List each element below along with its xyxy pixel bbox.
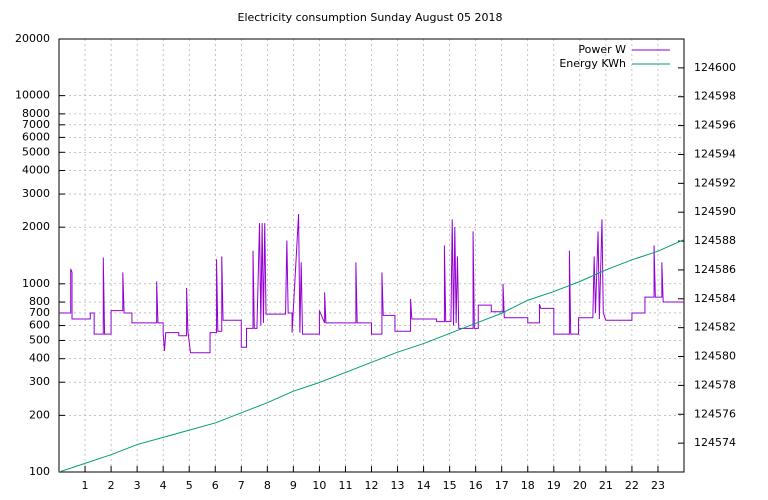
y-tick-label: 8000: [22, 107, 50, 120]
x-tick-label: 4: [160, 479, 167, 492]
x-tick-label: 2: [108, 479, 115, 492]
x-tick-label: 19: [547, 479, 561, 492]
x-tick-label: 5: [186, 479, 193, 492]
y2-tick-label: 124584: [694, 292, 736, 305]
x-tick-label: 15: [443, 479, 457, 492]
y-tick-label: 500: [29, 333, 50, 346]
y-tick-label: 7000: [22, 118, 50, 131]
y2-tick-label: 124596: [694, 119, 736, 132]
y2-tick-label: 124576: [694, 407, 736, 420]
x-tick-label: 13: [391, 479, 405, 492]
y2-tick-label: 124588: [694, 234, 736, 247]
x-tick-label: 12: [365, 479, 379, 492]
x-tick-label: 21: [599, 479, 613, 492]
plot-frame: [58, 38, 685, 473]
series-line: [59, 239, 684, 472]
y-tick-label: 20000: [15, 32, 50, 45]
y-tick-label: 2000: [22, 220, 50, 233]
x-tick-label: 6: [212, 479, 219, 492]
y-tick-label: 800: [29, 295, 50, 308]
x-tick-label: 9: [290, 479, 297, 492]
y2-tick-label: 124586: [694, 263, 736, 276]
legend-label: Energy KWh: [559, 57, 626, 70]
x-tick-label: 8: [264, 479, 271, 492]
x-tick-label: 14: [417, 479, 431, 492]
y-tick-label: 300: [29, 375, 50, 388]
y2-tick-label: 124574: [694, 436, 736, 449]
y2-tick-label: 124592: [694, 176, 736, 189]
x-tick-label: 7: [238, 479, 245, 492]
x-tick-label: 22: [625, 479, 639, 492]
y-tick-label: 100: [29, 465, 50, 478]
y-tick-label: 700: [29, 306, 50, 319]
y2-tick-label: 124582: [694, 321, 736, 334]
y-tick-label: 400: [29, 352, 50, 365]
series-line: [59, 213, 684, 354]
y-tick-label: 4000: [22, 164, 50, 177]
x-tick-label: 17: [495, 479, 509, 492]
legend-label: Power W: [578, 43, 626, 56]
y-tick-label: 200: [29, 408, 50, 421]
x-tick-label: 16: [469, 479, 483, 492]
x-tick-label: 20: [573, 479, 587, 492]
y2-tick-label: 124598: [694, 90, 736, 103]
y-tick-label: 600: [29, 319, 50, 332]
y-tick-label: 3000: [22, 187, 50, 200]
x-tick-label: 11: [338, 479, 352, 492]
x-tick-label: 18: [521, 479, 535, 492]
x-tick-label: 3: [134, 479, 141, 492]
y2-tick-label: 124594: [694, 147, 736, 160]
y2-tick-label: 124590: [694, 205, 736, 218]
y2-tick-label: 124578: [694, 378, 736, 391]
y-tick-label: 6000: [22, 130, 50, 143]
y-tick-label: 10000: [15, 89, 50, 102]
y-tick-label: 1000: [22, 277, 50, 290]
y-tick-label: 5000: [22, 145, 50, 158]
x-tick-label: 1: [82, 479, 89, 492]
x-tick-label: 10: [312, 479, 326, 492]
y2-tick-label: 124600: [694, 61, 736, 74]
x-tick-label: 23: [651, 479, 665, 492]
y2-tick-label: 124580: [694, 350, 736, 363]
chart-title: Electricity consumption Sunday August 05…: [238, 11, 503, 24]
